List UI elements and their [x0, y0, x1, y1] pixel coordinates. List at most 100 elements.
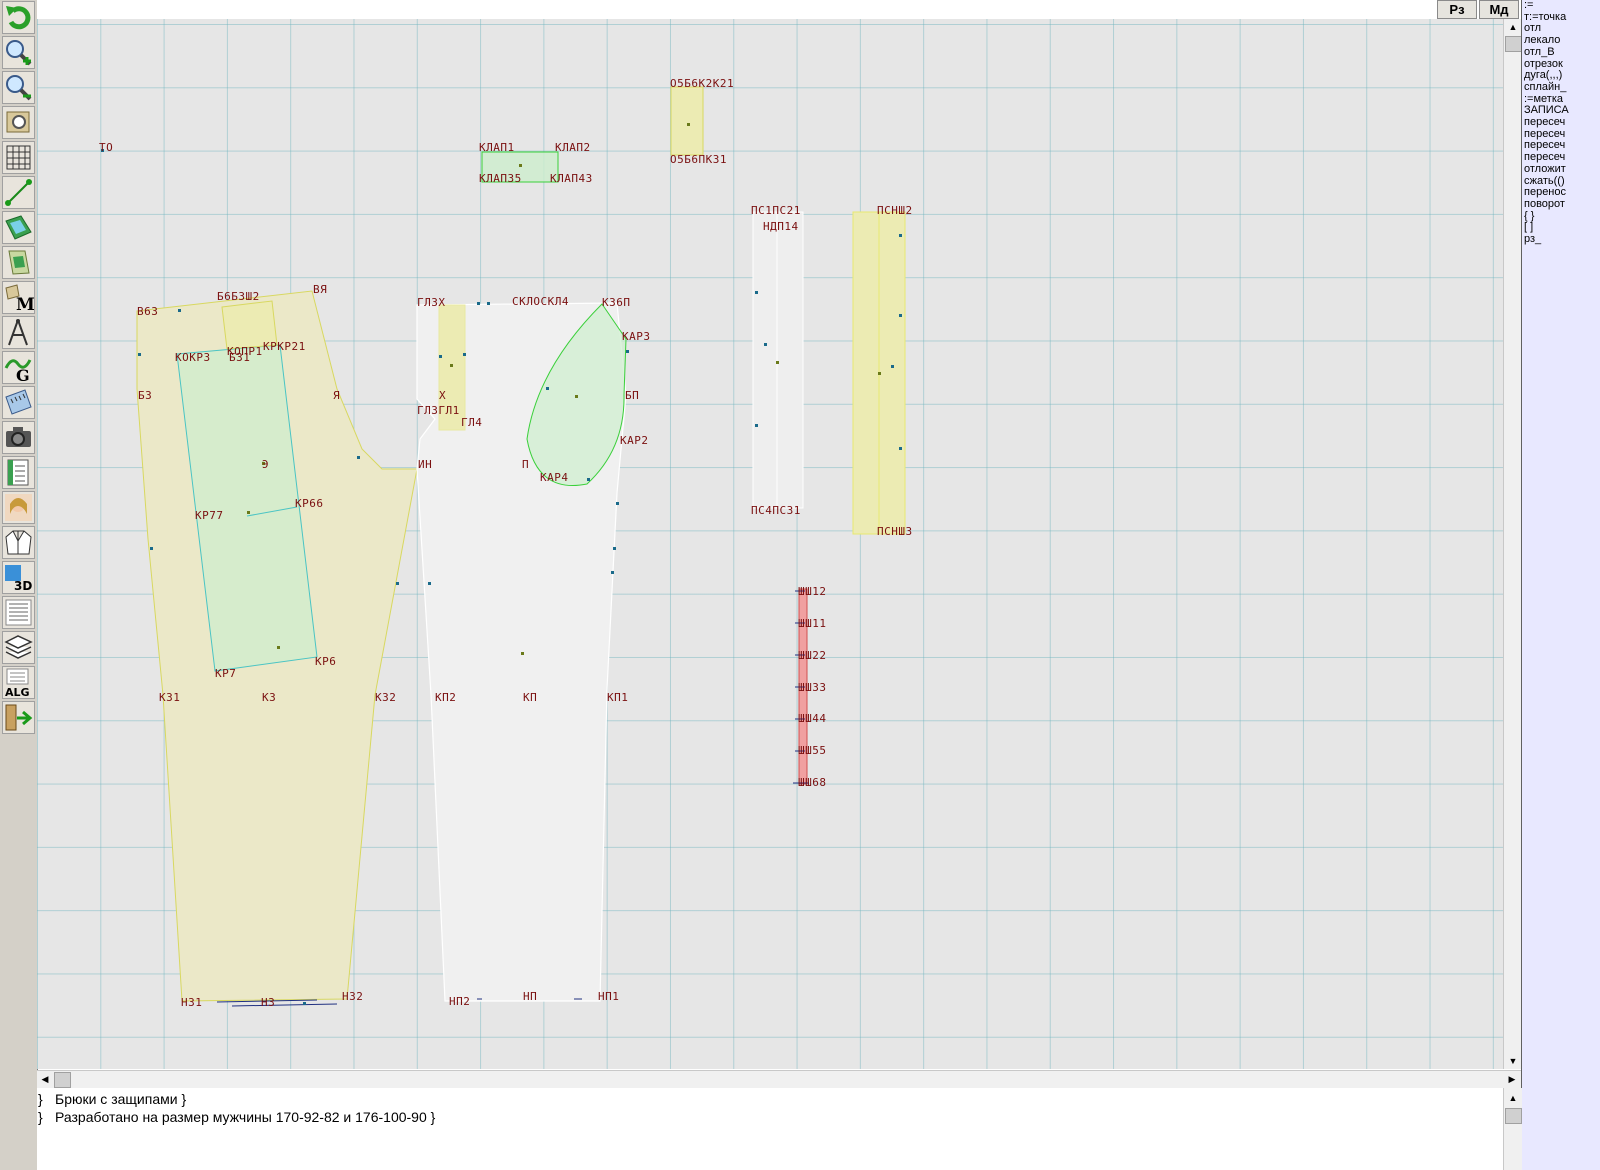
point-label: ПСНШ3	[877, 525, 913, 538]
point-label: ШШ55	[798, 744, 827, 757]
point-label: НДП14	[763, 220, 799, 233]
notes-scroll-up[interactable]: ▲	[1508, 1093, 1518, 1103]
point-label: КЛАП2	[555, 141, 591, 154]
note-line-title: Брюки с защипами }	[55, 1091, 187, 1107]
line-icon[interactable]	[2, 176, 35, 209]
point-label: ГЛ3Х	[417, 296, 446, 309]
point-label: ВЯ	[313, 283, 328, 296]
horizontal-scroll-thumb[interactable]	[54, 1072, 71, 1088]
command-item[interactable]: пересеч	[1524, 116, 1566, 129]
pattern-icon[interactable]	[2, 246, 35, 279]
layers-icon[interactable]	[2, 631, 35, 664]
camera-icon[interactable]	[2, 421, 35, 454]
notes-scrollbar[interactable]: ▲	[1503, 1088, 1522, 1170]
scroll-right-button[interactable]: ▶	[1508, 1074, 1516, 1084]
command-item[interactable]: отл_В	[1524, 45, 1555, 58]
g-tool-icon[interactable]: G	[2, 351, 35, 384]
command-item[interactable]: сплайн_	[1524, 80, 1567, 93]
point-label: СКЛОСКЛ4	[512, 295, 569, 308]
front-pocket-facing	[526, 303, 627, 486]
point-label: ШШ44	[798, 712, 827, 725]
3d-view-icon[interactable]: 3D	[2, 561, 35, 594]
point-label: ШШ33	[798, 681, 827, 694]
belt-loop-piece	[670, 86, 704, 156]
svg-text:3D: 3D	[14, 579, 32, 593]
point-label: К31	[159, 691, 181, 704]
command-item[interactable]: :=метка	[1524, 92, 1564, 105]
text-doc-icon[interactable]	[2, 596, 35, 629]
left-toolbar: M G 3D ALG	[0, 0, 38, 1170]
point-label: КЛАП43	[550, 172, 593, 185]
note-brace: }	[38, 1091, 43, 1107]
rz-button[interactable]: Рз	[1437, 0, 1477, 19]
drawing-canvas[interactable]: ТО КЛАП1 КЛАП2 КЛАП35 КЛАП43 О5Б6К2К21 О5Б6ПК3…	[37, 19, 1503, 1069]
m-tool-icon[interactable]: M	[2, 281, 35, 314]
point-label: Н32	[342, 990, 364, 1003]
point-label: О5Б6ПК31	[670, 153, 727, 166]
vertical-scrollbar[interactable]: ▲ ▼	[1503, 19, 1522, 1069]
refresh-icon[interactable]	[2, 1, 35, 34]
command-item[interactable]: отложит	[1524, 162, 1566, 175]
waistband-piece	[752, 211, 804, 509]
horizontal-scrollbar[interactable]: ◀ ▶	[37, 1070, 1521, 1088]
point-label: К3	[262, 691, 277, 704]
point-label: ПСНШ2	[877, 204, 913, 217]
notes-area[interactable]: } Брюки с защипами } } Разработано на ра…	[37, 1088, 1503, 1170]
grid-icon[interactable]	[2, 141, 35, 174]
command-item[interactable]: отрезок	[1524, 57, 1563, 70]
alg-icon[interactable]: ALG	[2, 666, 35, 699]
command-item[interactable]: :=	[1524, 0, 1534, 11]
command-item[interactable]: [ ]	[1524, 221, 1534, 234]
point-label: К32	[375, 691, 397, 704]
scroll-down-button[interactable]: ▼	[1508, 1056, 1518, 1066]
command-item[interactable]: поворот	[1524, 197, 1565, 210]
map-icon[interactable]	[2, 211, 35, 244]
command-item[interactable]: { }	[1524, 209, 1535, 222]
point-label: Н31	[181, 996, 203, 1009]
point-label: ШШ68	[798, 776, 827, 789]
command-panel[interactable]: := т:=точка отл лекало отл_В отрезок дуга(,,,)…	[1521, 0, 1600, 1170]
zoom-out-icon[interactable]	[2, 71, 35, 104]
command-item[interactable]: перенос	[1524, 186, 1567, 199]
command-item[interactable]: отл	[1524, 22, 1542, 35]
command-item[interactable]: лекало	[1524, 34, 1561, 47]
back-dart-piece	[221, 300, 278, 350]
point-label: КР6	[315, 655, 337, 668]
command-item[interactable]: ЗАПИСА	[1524, 104, 1569, 117]
point-label: КОКР3	[175, 351, 211, 364]
ruler-icon[interactable]	[2, 386, 35, 419]
command-item[interactable]: т:=точка	[1524, 10, 1567, 23]
scroll-up-button[interactable]: ▲	[1508, 22, 1518, 32]
exit-icon[interactable]	[2, 701, 35, 734]
notes-scroll-thumb[interactable]	[1505, 1108, 1522, 1124]
point-label: В63	[137, 305, 159, 318]
point-label: ШШ12	[798, 585, 827, 598]
command-item[interactable]: рз_	[1524, 233, 1542, 246]
note-line-size: Разработано на размер мужчины 170-92-82 …	[55, 1109, 436, 1125]
construction-points	[101, 149, 902, 1005]
point-label: Я	[333, 389, 341, 402]
jacket-icon[interactable]	[2, 526, 35, 559]
zoom-in-icon[interactable]	[2, 36, 35, 69]
zoom-area-icon[interactable]	[2, 106, 35, 139]
point-label: НП	[523, 990, 538, 1003]
model-photo-icon[interactable]	[2, 491, 35, 524]
command-item[interactable]: дуга(,,,)	[1524, 69, 1563, 82]
point-label: ИН	[418, 458, 433, 471]
point-label: О5Б6К2К21	[670, 77, 735, 90]
table-icon[interactable]	[2, 456, 35, 489]
command-item[interactable]: пересеч	[1524, 139, 1566, 152]
point-label: ПС4ПС31	[751, 504, 801, 517]
compass-icon[interactable]	[2, 316, 35, 349]
command-item[interactable]: сжать(()	[1524, 174, 1565, 187]
note-brace: }	[38, 1109, 43, 1125]
scroll-left-button[interactable]: ◀	[41, 1074, 49, 1084]
vertical-scroll-thumb[interactable]	[1505, 36, 1522, 52]
command-item[interactable]: пересеч	[1524, 127, 1566, 140]
svg-text:G: G	[16, 366, 30, 383]
point-label: КЛАП1	[479, 141, 515, 154]
fly-piece	[438, 304, 466, 431]
command-item[interactable]: пересеч	[1524, 151, 1566, 164]
md-button[interactable]: Мд	[1479, 0, 1519, 19]
point-label: КР66	[295, 497, 324, 510]
